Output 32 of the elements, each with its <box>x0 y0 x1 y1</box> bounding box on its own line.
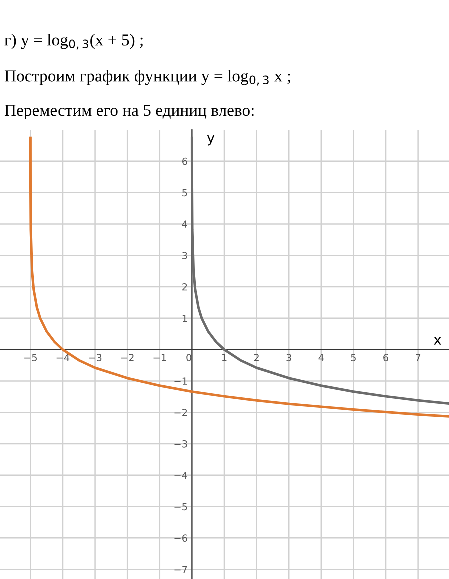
x-axis-title: x <box>434 337 442 345</box>
line-series <box>190 136 449 406</box>
x-tick-label: 2 <box>254 354 259 362</box>
x-tick-label: 4 <box>318 354 324 362</box>
y-tick-label: −6 <box>174 534 188 542</box>
y-tick-label: −5 <box>174 503 188 511</box>
x-tick-label: 6 <box>384 354 388 362</box>
x-tick-label: −5 <box>24 354 38 362</box>
y-tick-label: 3 <box>182 252 188 260</box>
y-tick-label: 6 <box>182 158 188 166</box>
x-tick-label: 1 <box>222 354 227 362</box>
x-tick-label: −2 <box>121 354 134 362</box>
chart-subtitle: Построим график функции y = log$_{0,3}$ x ; <box>4 70 290 86</box>
y-tick-label: 5 <box>182 189 188 197</box>
x-tick-label: 7 <box>416 354 421 362</box>
x-tick-label: −4 <box>56 354 70 362</box>
y-tick-label: −3 <box>174 440 188 448</box>
y-tick-label: −7 <box>174 566 188 574</box>
x-tick-label: 5 <box>351 354 356 362</box>
y-tick-label: 2 <box>182 283 188 291</box>
x-tick-label: −1 <box>154 354 166 362</box>
y-tick-label: 4 <box>182 220 188 228</box>
x-tick-label: 0 <box>186 354 192 362</box>
x-tick-label: −3 <box>89 354 102 362</box>
x-tick-label: 3 <box>286 354 292 362</box>
text: Переместим его на 5 единиц влево: <box>4 105 254 120</box>
y-tick-label: −4 <box>174 472 188 480</box>
y-axis-title: y <box>207 135 215 146</box>
y-tick-label: −1 <box>174 378 188 385</box>
chart-title: г) y = log$_{0,3}$(x + 5) ; <box>4 34 143 50</box>
y-tick-label: −2 <box>174 409 188 416</box>
y-tick-label: 1 <box>182 314 188 322</box>
